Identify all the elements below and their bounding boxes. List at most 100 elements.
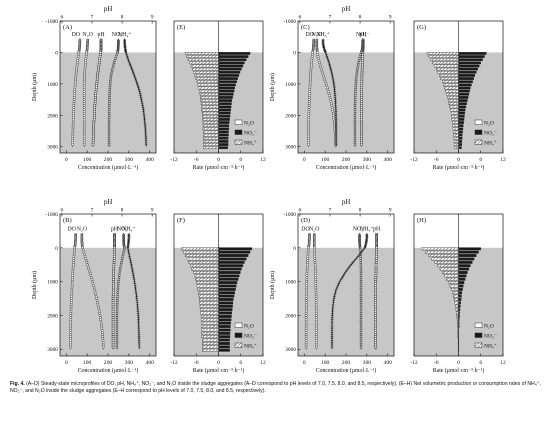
panel-g-bar-nh4 [453,130,459,134]
panel-b-series-no2-point [123,246,127,249]
panel-g-legend-swatch [474,119,483,125]
panel-c-xtick-label: 0 [303,157,306,163]
panel-a-series-ph-point [93,102,97,105]
panel-c-series-ph-point [360,90,363,93]
panel-f-bar-no2 [218,257,247,261]
panel-e-bar-no2 [218,136,229,140]
panel-h-bar-nh4 [446,277,459,281]
panel-b-series-do-point [72,250,76,254]
panel-f-bar-no2 [218,342,230,345]
panel-e-bar-nh4 [197,83,219,87]
panel-b-series-n2o-point [91,282,95,286]
panel-b-series-no2-point [118,269,122,273]
panel-a-series-do-label: DO [72,32,80,38]
panel-e-bar-nh4 [203,146,219,150]
panel-d-series-do-point [304,326,308,330]
panel-d-series-nh4-point [358,252,362,256]
panel-d-series-ph-point [374,271,378,275]
panel-b-series-nh4-point [132,278,136,281]
panel-h-bar-nh4 [434,260,459,264]
panel-c-series-nh4-point [325,55,329,58]
panel-b-series-do-point [70,299,73,302]
panel-d-series-nh4-point [346,267,350,271]
panel-h-legend-label: NO₂⁻ [484,334,497,340]
panel-c-series-n2o-label: N₂O [312,32,322,38]
panel-f-bar-no2 [218,345,230,349]
panel-b-series-ph-point [111,328,115,332]
panel-h-xaxis-title: Rate (μmol·cm⁻³·h⁻¹) [433,367,485,374]
panel-d-series-n2o-point [314,295,318,298]
caption-text: (A–D) Steady-state microprofiles of DO, … [10,381,541,394]
panel-e-bar-nh4 [201,108,219,112]
panel-d-series-ph-point [374,322,377,326]
panel-d-series-ph-point [374,301,377,304]
panel-g-bar-no2 [458,124,464,128]
panel-e-bar-no2 [218,61,245,65]
panel-e-bar-no2 [218,80,237,84]
panel-g-label: (G) [417,24,426,31]
panel-c-series-ph-point [360,102,363,105]
panel-b-series-ph-point [111,301,115,304]
panel-d-series-nh4-point [348,265,351,269]
panel-b-series-nh4-point [130,267,134,271]
panel-b-series-do-label: DO [67,226,75,232]
panel-b-series-n2o-point [87,267,91,271]
panel-a-series-ph-point [92,127,95,131]
panel-f-bar-nh4 [183,250,219,254]
panel-d-ytick-label: -1000 [283,212,296,218]
panel-f-bar-nh4 [202,338,219,342]
panel-e-bar-no2 [218,118,230,121]
panel-d-series-ph-point [374,341,377,345]
panel-d-series-do-point [305,271,309,275]
panel-d-series-ph-point [374,343,377,347]
panel-e-bar-no2 [218,124,230,128]
panel-e-legend-label: NH₄⁺ [244,141,257,147]
panel-d-series-n2o-point [312,246,316,250]
panel-f-legend-swatch [234,332,243,338]
panel-h-bar-nh4 [457,325,459,328]
panel-d-series-do-point [306,252,310,256]
panel-e-bar-no2 [218,52,251,55]
panel-d-series-n2o-point [315,316,318,319]
panel-d-series-n2o-point [315,314,318,317]
panel-f-bar-nh4 [193,271,219,274]
panel-g-bar-no2 [458,146,462,150]
panel-g-bar-nh4 [437,70,459,74]
panel-c-series-ph-point [360,125,363,129]
panel-c-xaxis-title: Concentration (μmol·L⁻¹) [316,164,377,171]
panel-h-legend-swatch [474,322,483,328]
panel-e-bar-nh4 [194,74,219,77]
panel-a-series-nh4-point [126,57,130,60]
panel-d-series-do-point [304,318,308,321]
panel-b-series-ph-point [111,303,115,307]
panel-e-bar-nh4 [203,140,219,143]
panel-e-bar-nh4 [200,102,219,106]
panel-f-bar-no2 [218,294,235,298]
panel-c-series-ph-point [360,141,363,145]
panel-d-series-ph-point [374,280,377,283]
panel-b-series-n2o-point [92,284,95,288]
panel-f-bar-nh4 [199,301,219,305]
panel-g-bar-nh4 [452,121,459,124]
panel-d-series-n2o-point [315,326,318,330]
panel-b-series-nh4-point [129,261,133,264]
panel-c-series-do-label: DO [305,32,313,38]
panel-d-series-do-point [304,328,308,332]
panel-b-series-ph-point [111,341,115,345]
panel-d-series-do-point [306,259,309,262]
panel-b-series-ph-label: pH [111,226,119,232]
panel-d-series-n2o-point [314,280,318,283]
panel-d-series-nh4-point [351,261,355,264]
panel-b-series-ph-point [113,248,116,252]
panel-h-bar-no2 [458,287,463,291]
panel-h-bar-no2 [458,250,479,254]
panel-b-series-ph-point [112,257,116,260]
panel-f-bar-nh4 [201,331,219,335]
panel-d-series-n2o-point [313,261,317,264]
panel-b-series-nh4-point [128,254,131,258]
panel-d-series-n2o-point [313,259,317,262]
panel-f-bar-no2 [218,318,232,322]
panel-e-bar-no2 [218,146,228,150]
panel-h-bar-no2 [458,291,463,295]
